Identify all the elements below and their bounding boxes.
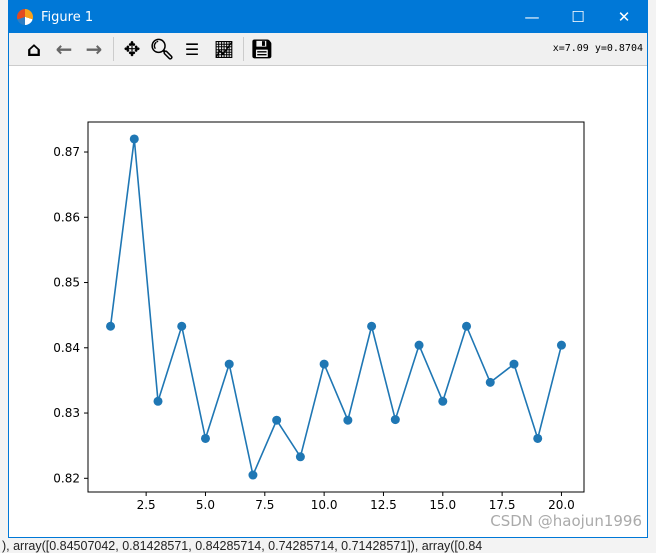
forward-icon[interactable]: →	[85, 37, 103, 61]
data-point	[177, 321, 187, 331]
data-point	[200, 433, 210, 443]
x-tick-label: 2.5	[137, 498, 156, 512]
data-point	[367, 321, 377, 331]
pan-icon[interactable]: ✥	[123, 37, 141, 61]
data-point	[556, 340, 566, 350]
axes-frame	[87, 121, 585, 493]
x-tick-label: 10.0	[311, 498, 338, 512]
window-title: Figure 1	[41, 9, 94, 25]
data-point	[462, 321, 472, 331]
close-button[interactable]: ✕	[617, 8, 631, 26]
data-point	[129, 134, 139, 144]
x-tick-label: 15.0	[429, 498, 456, 512]
figure-window: Figure 1 — ☐ ✕ ⌂ ← → ✥ 🔍︎ ☰ 📈︎ 💾︎ x=7.09…	[8, 0, 648, 538]
data-point	[153, 396, 163, 406]
data-point	[106, 321, 116, 331]
data-point	[248, 470, 258, 480]
title-bar: Figure 1 — ☐ ✕	[9, 1, 647, 33]
data-point	[438, 396, 448, 406]
data-point	[414, 340, 424, 350]
series-line	[109, 138, 563, 478]
save-icon[interactable]: 💾︎	[250, 38, 274, 60]
x-tick-label: 7.5	[255, 498, 274, 512]
y-tick-label: 0.82	[53, 471, 80, 485]
zoom-icon[interactable]: 🔍︎	[149, 37, 175, 61]
data-point	[319, 359, 329, 369]
minimize-button[interactable]: —	[524, 8, 540, 26]
data-point	[224, 359, 234, 369]
data-point	[272, 415, 282, 425]
line-chart: 2.5 5.0 7.5 10.0 12.5 15.0 17.5 20.0 0.82 0.83 0.8…	[53, 121, 585, 512]
data-point	[295, 452, 305, 462]
x-tick-label: 12.5	[370, 498, 397, 512]
data-point	[533, 433, 543, 443]
x-tick-label: 20.0	[548, 498, 575, 512]
y-tick-label: 0.87	[53, 145, 80, 159]
y-tick-label: 0.84	[53, 341, 80, 355]
data-point	[485, 377, 495, 387]
edit-axes-icon[interactable]: 📈︎	[213, 39, 235, 59]
y-tick-label: 0.85	[53, 276, 80, 290]
home-icon[interactable]: ⌂	[26, 37, 42, 61]
x-tick-label: 5.0	[196, 498, 215, 512]
maximize-button[interactable]: ☐	[571, 8, 585, 26]
cursor-coordinates: x=7.09 y=0.8704	[552, 43, 643, 54]
back-icon[interactable]: ←	[55, 37, 73, 61]
background-console-text: ), array([0.84507042, 0.81428571, 0.8428…	[2, 539, 483, 553]
x-tick-label: 17.5	[489, 498, 516, 512]
matplotlib-logo-icon	[17, 9, 33, 25]
data-point	[390, 415, 400, 425]
data-point	[509, 359, 519, 369]
data-point	[343, 415, 353, 425]
y-tick-label: 0.86	[53, 210, 80, 224]
watermark: CSDN @haojun1996	[490, 512, 642, 530]
navigation-toolbar: ⌂ ← → ✥ 🔍︎ ☰ 📈︎ 💾︎ x=7.09 y=0.8704	[9, 33, 647, 66]
y-tick-label: 0.83	[53, 406, 80, 420]
subplots-icon[interactable]: ☰	[184, 39, 200, 59]
